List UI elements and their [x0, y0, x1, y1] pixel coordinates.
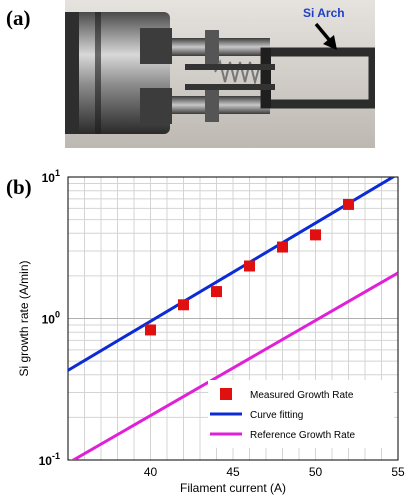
data-point — [310, 229, 321, 241]
x-axis-label: Filament current (A) — [180, 481, 286, 495]
y-tick-label: 101 — [42, 168, 60, 185]
x-tick-label: 50 — [309, 465, 323, 479]
data-point — [343, 198, 354, 210]
y-tick-label: 100 — [42, 310, 60, 327]
x-tick-label: 55 — [391, 465, 405, 479]
legend-label: Reference Growth Rate — [250, 430, 355, 441]
x-tick-label: 40 — [144, 465, 158, 479]
legend-label: Measured Growth Rate — [250, 390, 354, 401]
y-tick-label: 10-1 — [39, 451, 60, 468]
data-point — [244, 260, 255, 272]
grid — [68, 177, 398, 460]
arrow-icon — [314, 22, 337, 50]
legend-label: Curve fitting — [250, 410, 303, 421]
x-tick-label: 45 — [226, 465, 240, 479]
panel-label-a: (a) — [6, 6, 31, 30]
series-line-2 — [70, 271, 398, 460]
legend-swatch — [220, 388, 232, 400]
data-point — [277, 241, 288, 253]
data-point — [178, 299, 189, 311]
panel-label-b: (b) — [6, 175, 32, 199]
plot-frame — [67, 176, 399, 461]
legend: Measured Growth Rate Curve fitting Referen… — [208, 380, 394, 448]
series-layer — [68, 177, 398, 460]
si-arch-photo: Si Arch — [65, 0, 375, 148]
growth-rate-chart: 40 45 50 55 10-1 100 101 Filament current (A) … — [0, 160, 413, 500]
si-arch-label: Si Arch — [303, 6, 345, 20]
y-axis-label: Si growth rate (A/min) — [17, 260, 31, 376]
ticks: 40 45 50 55 10-1 100 101 — [39, 168, 405, 479]
data-point — [145, 324, 156, 336]
data-point — [211, 286, 222, 298]
